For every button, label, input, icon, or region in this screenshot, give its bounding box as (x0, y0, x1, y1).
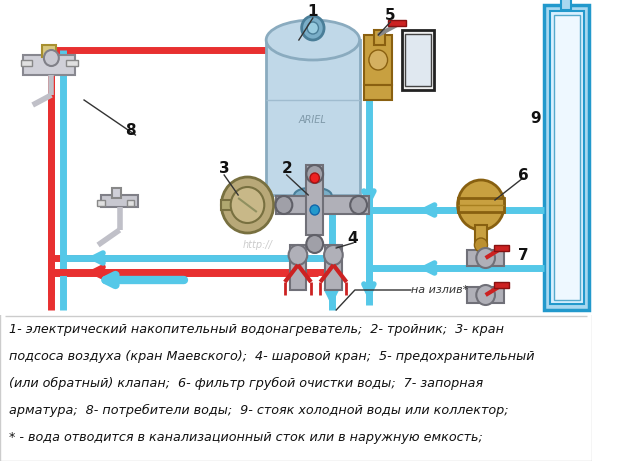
Circle shape (476, 285, 495, 305)
Circle shape (350, 196, 367, 214)
Bar (554, 15, 580, 300)
Bar (42, 45, 56, 57)
Bar (364, 85, 392, 100)
Bar (561, 0, 571, 10)
Bar (112, 188, 121, 198)
Bar (23, 55, 75, 75)
Text: 8: 8 (126, 123, 136, 137)
Bar (467, 287, 504, 303)
Circle shape (221, 177, 274, 233)
Text: 3: 3 (219, 160, 230, 176)
Circle shape (369, 50, 387, 70)
Bar (387, 20, 406, 26)
Text: 6: 6 (517, 167, 528, 183)
Text: * - вода отводится в канализационный сток или в наружную емкость;: * - вода отводится в канализационный сто… (10, 431, 483, 444)
Circle shape (458, 180, 504, 230)
Circle shape (302, 16, 324, 40)
Text: 1- электрический накопительный водонагреватель;  2- тройник;  3- кран: 1- электрический накопительный водонагре… (10, 323, 504, 336)
Text: 1: 1 (307, 5, 318, 19)
Circle shape (306, 235, 323, 253)
Circle shape (307, 22, 318, 34)
Bar (364, 35, 392, 85)
Bar (325, 245, 342, 290)
Bar (20, 60, 32, 66)
Bar (495, 245, 509, 251)
Circle shape (476, 248, 495, 268)
Bar (405, 34, 430, 86)
Ellipse shape (294, 188, 332, 202)
Bar (550, 11, 584, 304)
Circle shape (474, 238, 488, 252)
Bar (467, 250, 504, 266)
Bar (276, 196, 369, 214)
Bar (401, 30, 434, 90)
Circle shape (288, 245, 307, 265)
Bar (458, 198, 504, 212)
Bar (97, 200, 105, 206)
Text: ARIEL: ARIEL (299, 115, 327, 125)
Bar (545, 5, 589, 310)
Circle shape (310, 173, 320, 183)
Circle shape (276, 196, 292, 214)
Text: (или обратный) клапан;  6- фильтр грубой очистки воды;  7- запорная: (или обратный) клапан; 6- фильтр грубой … (10, 377, 484, 390)
Text: 5: 5 (385, 7, 396, 23)
Circle shape (231, 187, 264, 223)
Bar (0, 0, 592, 315)
Bar (221, 200, 247, 210)
Text: 7: 7 (518, 248, 528, 262)
Text: на излив*: на излив* (411, 285, 468, 295)
Bar (290, 245, 306, 290)
Text: подсоса воздуха (кран Маевского);  4- шаровой кран;  5- предохранительный: подсоса воздуха (кран Маевского); 4- шар… (10, 350, 535, 363)
Bar (127, 200, 134, 206)
Bar (476, 225, 486, 245)
Text: http://: http:// (243, 240, 273, 250)
Text: 9: 9 (530, 111, 540, 125)
Circle shape (324, 245, 343, 265)
Bar (495, 282, 509, 288)
Ellipse shape (266, 20, 359, 60)
Circle shape (310, 205, 320, 215)
Circle shape (44, 50, 59, 66)
Bar (67, 60, 77, 66)
Text: арматура;  8- потребители воды;  9- стояк холодной воды или коллектор;: арматура; 8- потребители воды; 9- стояк … (10, 404, 509, 417)
Circle shape (306, 165, 323, 183)
Bar (101, 195, 138, 207)
Bar (266, 40, 359, 195)
Bar (306, 165, 323, 235)
Bar (373, 30, 385, 45)
Text: 4: 4 (347, 230, 358, 246)
Text: 2: 2 (281, 160, 292, 176)
